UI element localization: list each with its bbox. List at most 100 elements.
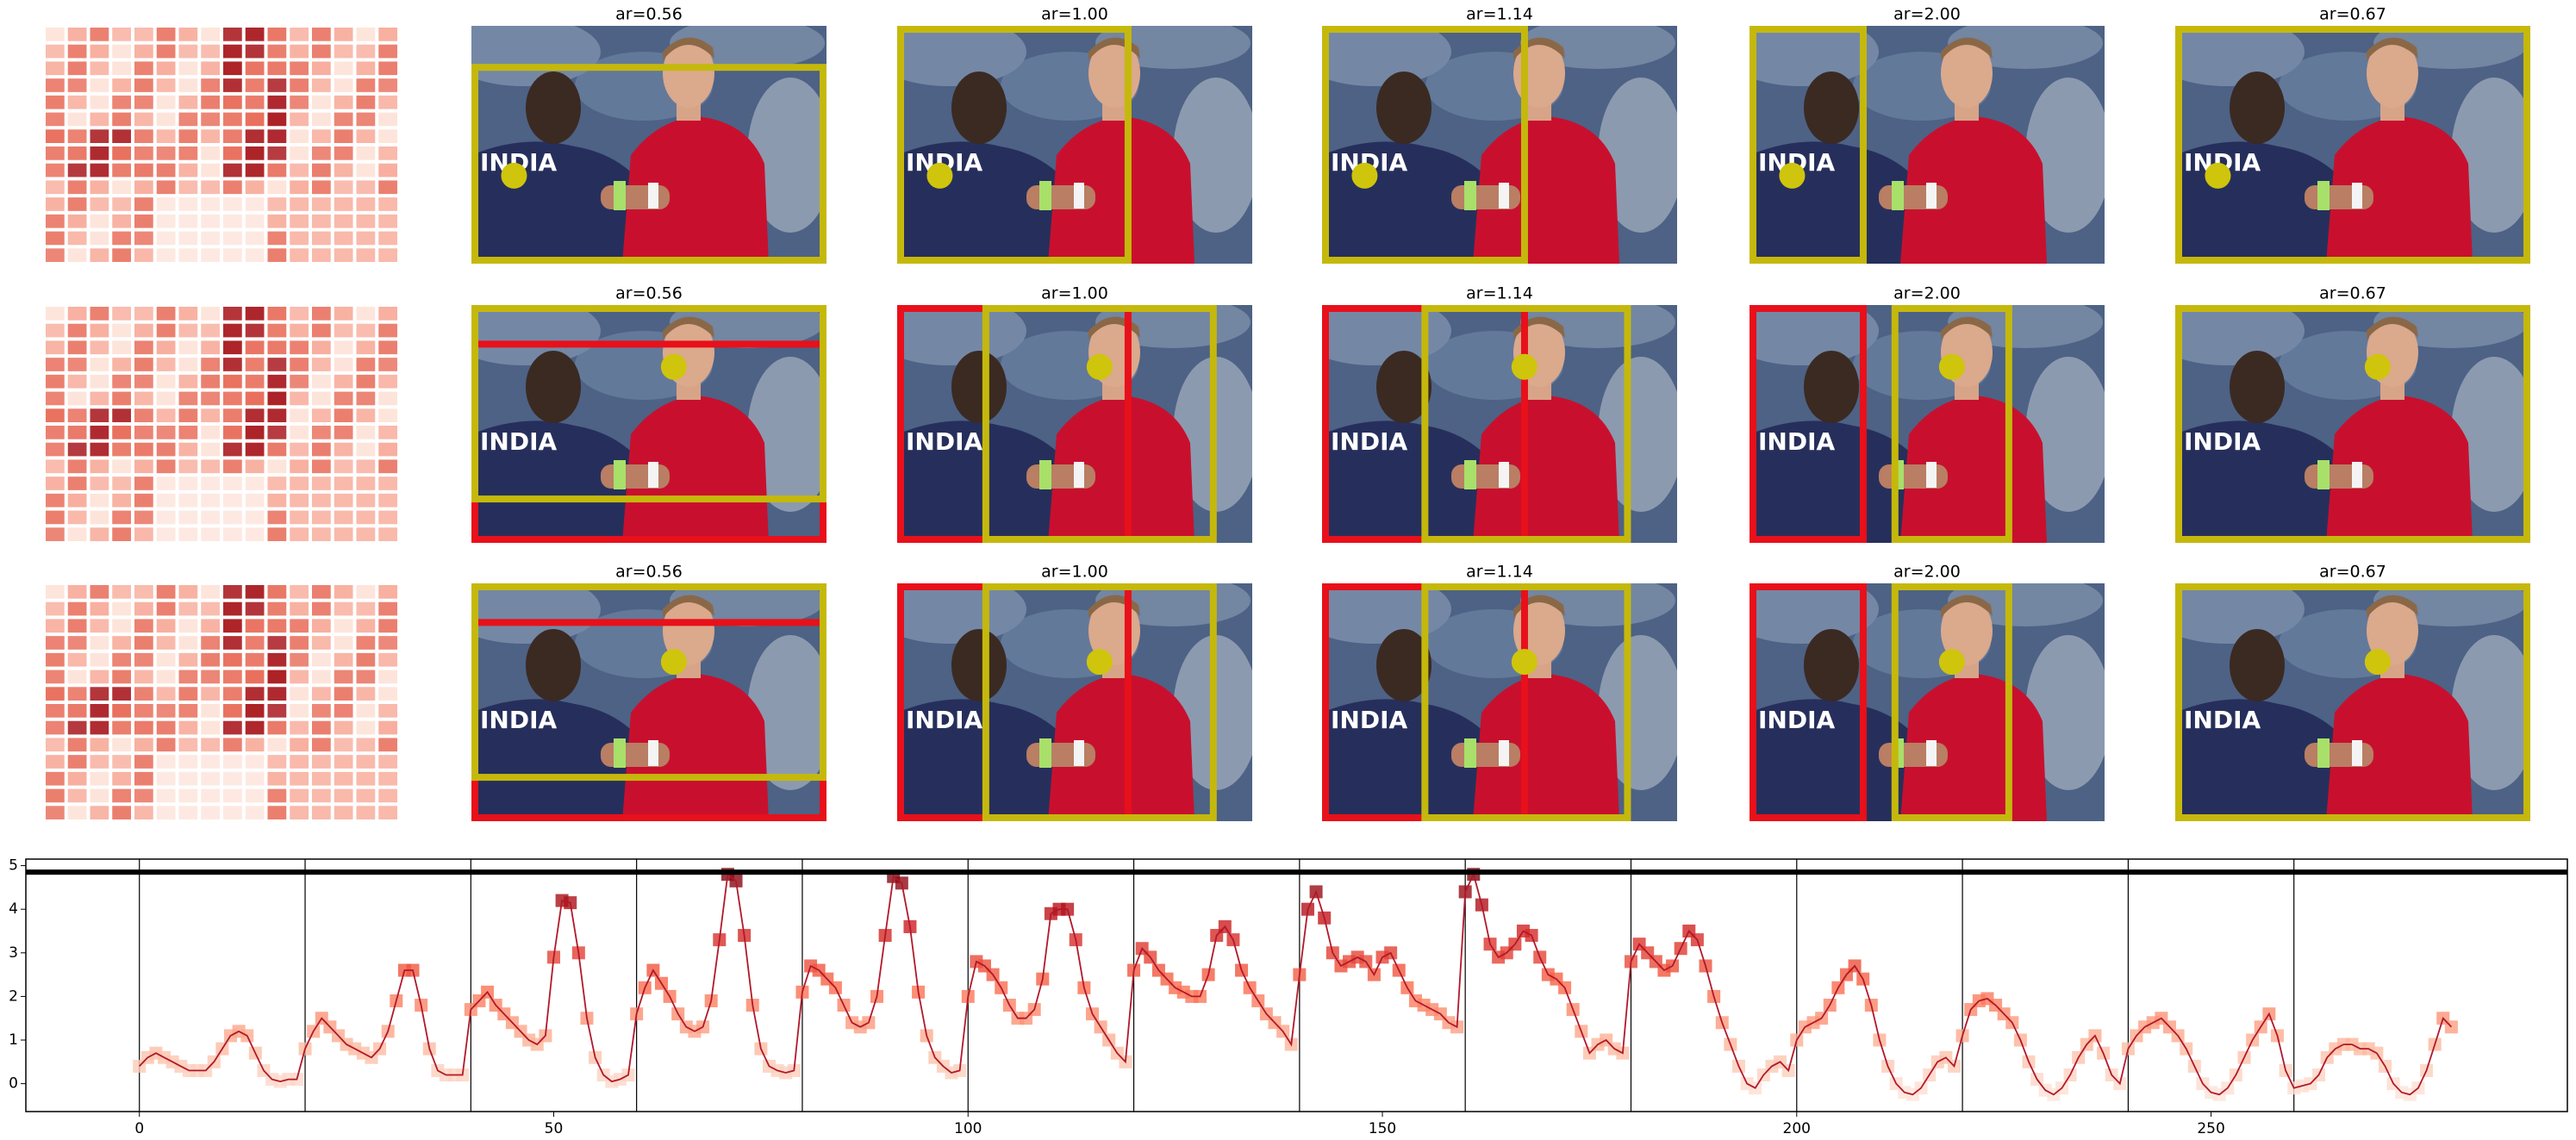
heat-cell [378, 687, 397, 701]
heat-cell [356, 374, 376, 389]
heat-cell [290, 28, 309, 41]
heat-cell [378, 408, 397, 422]
heat-cell [312, 670, 331, 684]
heat-cell [112, 459, 131, 474]
heat-cell [356, 720, 376, 735]
heat-cell [112, 720, 131, 735]
photo-panel: INDIA [446, 575, 833, 822]
point [2364, 649, 2391, 676]
heat-cell [356, 163, 376, 178]
heat-cell [267, 670, 287, 684]
heat-cell [112, 652, 131, 667]
heat-cell [334, 442, 353, 457]
heat-cell [201, 670, 220, 684]
point [926, 162, 953, 189]
heat-cell [312, 307, 331, 321]
heat-cell [134, 771, 153, 786]
heat-cell [356, 129, 376, 143]
heat-cell [134, 687, 153, 701]
heat-cell [156, 493, 176, 508]
heat-cell [267, 231, 287, 246]
heat-cell [112, 788, 131, 803]
photo-panel: INDIA [871, 296, 1259, 543]
heat-cell [112, 78, 131, 92]
heat-cell [134, 493, 153, 508]
heat-cell [67, 248, 87, 262]
heat-cell [245, 806, 265, 819]
heat-cell [46, 442, 65, 457]
heat-cell [201, 788, 220, 803]
heat-cell [112, 738, 131, 752]
heat-cell [267, 78, 287, 92]
heat-cell [90, 408, 109, 422]
heat-cell [67, 28, 87, 41]
panel-title: ar=1.00 [1041, 284, 1108, 303]
heat-cell [90, 426, 109, 439]
heat-cell [356, 459, 376, 474]
y-tick-label: 4 [9, 900, 18, 918]
heat-cell [312, 619, 331, 633]
heat-cell [156, 704, 176, 718]
heat-cell [378, 358, 397, 371]
heat-cell [46, 704, 65, 718]
heat-cell [201, 112, 220, 127]
heat-cell [356, 510, 376, 525]
x-tick-label: 150 [1369, 1120, 1396, 1137]
x-tick-label: 50 [545, 1120, 564, 1137]
heat-cell [223, 28, 242, 41]
heat-cell [201, 44, 220, 59]
panel-title: ar=1.14 [1466, 284, 1533, 303]
photo [446, 296, 833, 543]
bbox [2175, 583, 2530, 821]
heat-cell [178, 585, 198, 599]
heat-cell [156, 374, 176, 389]
heat-cell [134, 408, 153, 422]
heat-cell [134, 755, 153, 769]
heat-cell [245, 619, 265, 633]
heat-cell [223, 426, 242, 439]
bbox [897, 26, 1132, 264]
heat-cell [267, 391, 287, 406]
heat-cell [245, 180, 265, 195]
heat-cell [290, 771, 309, 786]
heat-cell [134, 426, 153, 439]
heat-cell [112, 601, 131, 616]
heat-cell [356, 340, 376, 355]
panel-title: ar=2.00 [1893, 284, 1961, 303]
heat-cell [178, 670, 198, 684]
heat-cell [290, 95, 309, 109]
heat-cell [356, 652, 376, 667]
point [1779, 162, 1806, 189]
photo [2149, 17, 2537, 264]
heat-cell [312, 44, 331, 59]
heatmap [46, 585, 397, 819]
heat-cell [90, 214, 109, 228]
heat-cell [201, 231, 220, 246]
heat-cell [334, 146, 353, 160]
heat-cell [223, 323, 242, 338]
heat-cell [134, 652, 153, 667]
heat-cell [201, 78, 220, 92]
heat-cell [378, 720, 397, 735]
heat-cell [201, 704, 220, 718]
heat-cell [134, 323, 153, 338]
heat-cell [112, 307, 131, 321]
heat-cell [290, 652, 309, 667]
heat-cell [312, 231, 331, 246]
heat-cell [46, 374, 65, 389]
panel-title: ar=0.56 [615, 284, 683, 303]
heat-cell [245, 374, 265, 389]
bbox [1421, 583, 1631, 821]
heat-cell [178, 755, 198, 769]
heat-cell [223, 652, 242, 667]
heat-cell [134, 374, 153, 389]
heat-cell [156, 307, 176, 321]
panel-title: ar=0.67 [2319, 5, 2386, 24]
heat-cell [223, 307, 242, 321]
photo [446, 575, 833, 821]
photo-text: INDIA [1331, 427, 1408, 456]
bbox [1891, 583, 2012, 821]
heat-cell [312, 788, 331, 803]
heat-cell [245, 426, 265, 439]
heat-cell [112, 477, 131, 490]
